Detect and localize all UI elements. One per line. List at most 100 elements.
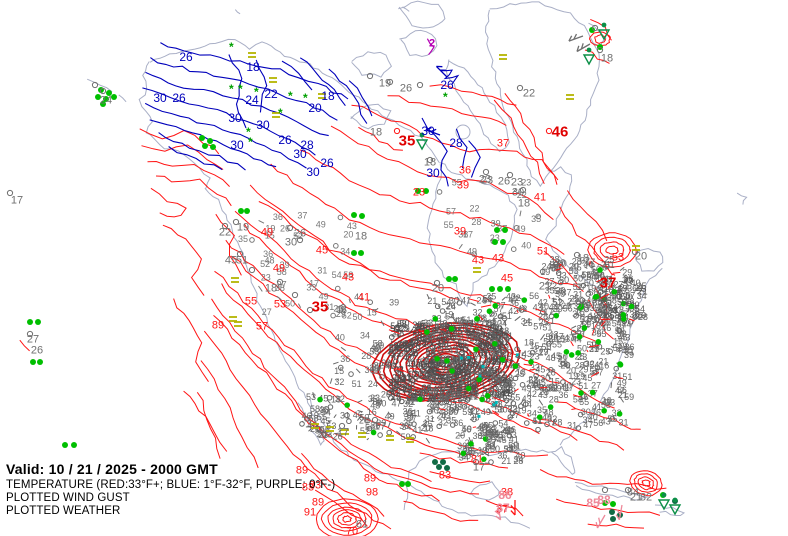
- station-plot-text: 45: [572, 263, 582, 273]
- station-circle: [415, 325, 422, 332]
- station-plot-text: 31: [407, 408, 417, 418]
- rain-dot-icon: [415, 188, 421, 194]
- station-plot-text: 53: [589, 366, 599, 376]
- station-circle: [461, 403, 468, 410]
- station-plot-text: 18: [591, 321, 601, 331]
- station-plot-text: 32: [408, 394, 418, 404]
- station-circle: [394, 324, 400, 331]
- warm-contour: [155, 175, 232, 207]
- station-plot-text: 47: [458, 382, 468, 392]
- station-circle: [532, 382, 539, 388]
- station-circle: [334, 285, 341, 292]
- station-plot-text: 40: [521, 241, 531, 251]
- station-plot-text: 47: [479, 424, 489, 434]
- station-circle: [443, 388, 450, 395]
- station-circle: [426, 408, 433, 415]
- station-plot-text: 59: [460, 353, 470, 363]
- station-plot-text: 31: [467, 370, 477, 380]
- rain-dot-icon: [95, 94, 101, 100]
- rain-dot-icon: [199, 135, 205, 141]
- station-circle: [386, 78, 394, 86]
- rain-dot-icon: [473, 346, 479, 353]
- station-plot-text: 54: [589, 360, 599, 370]
- station-circle: [573, 313, 579, 319]
- station-plot-text: 45: [318, 394, 328, 404]
- station-circle: [632, 314, 638, 320]
- station-circle: [519, 382, 526, 388]
- warm-contour-fragment: [607, 285, 611, 290]
- station-plot-text: 35: [492, 356, 502, 366]
- station-plot-text: 15: [418, 321, 428, 331]
- station-wind-barb: [348, 298, 351, 304]
- station-plot-text: 56: [421, 322, 431, 332]
- station-circle: [496, 391, 502, 397]
- station-plot-text: 49: [549, 262, 559, 272]
- rain-dot-icon: [432, 315, 439, 322]
- snow-icon: *: [246, 125, 251, 139]
- station-plot-text: 42: [517, 304, 527, 314]
- station-plot-text: 29: [579, 365, 589, 375]
- station-plot-text: 51: [428, 373, 438, 383]
- station-plot-text: 36: [457, 441, 467, 451]
- station-wind-barb: [492, 444, 497, 450]
- station-circle: [304, 416, 310, 422]
- station-plot-text: 41: [604, 274, 614, 284]
- cold-contour: [440, 69, 460, 85]
- station-circle: [503, 428, 509, 434]
- station-plot-text: 52: [260, 259, 270, 269]
- shower-dot-icon: [661, 492, 667, 498]
- station-plot-text: 31: [624, 347, 634, 357]
- station-plot-text: 24: [541, 261, 551, 271]
- station-plot-text: 22: [381, 358, 391, 368]
- station-plot-text: 15: [577, 298, 587, 308]
- station-plot-text: 40: [596, 294, 606, 304]
- station-plot-text: 42: [615, 385, 625, 395]
- station-plot-text: 28: [546, 367, 556, 377]
- warm-contour: [358, 126, 403, 151]
- station-circle: [583, 360, 589, 367]
- rain-dot-icon: [351, 250, 357, 256]
- station-circle: [344, 412, 350, 419]
- shower-triangle-icon: [597, 29, 611, 41]
- station-plot-text: 34: [460, 353, 470, 363]
- station-plot-text: 33: [423, 318, 433, 328]
- station-plot-text: 22: [507, 404, 517, 414]
- station-plot-text: 19: [617, 341, 627, 351]
- station-plot-text: 28: [575, 361, 585, 371]
- rain-dot-icon: [610, 501, 616, 507]
- station-plot-text: 56: [529, 291, 539, 301]
- station-plot-text: 36: [365, 365, 375, 375]
- station-plot-text: 58: [601, 400, 611, 410]
- station-plot-text: 50: [461, 451, 471, 461]
- station-plot-text: 23: [445, 354, 455, 364]
- station-plot-text: 58: [496, 373, 506, 383]
- station-circle: [463, 343, 469, 349]
- shower-dot-icon: [586, 47, 592, 53]
- station-plot-text: 43: [533, 303, 543, 313]
- station-plot-text: 45: [535, 365, 545, 375]
- rain-dot-icon: [502, 227, 508, 233]
- station-circle: [523, 420, 530, 426]
- station-plot-text: 41: [461, 296, 471, 306]
- station-plot-text: 43: [522, 394, 532, 404]
- station-plot-text: 55: [510, 392, 520, 402]
- rain-dot-icon: [423, 188, 429, 194]
- station-plot-text: 49: [492, 373, 502, 383]
- station-wind-barb: [396, 430, 401, 435]
- station-plot-text: 33: [459, 318, 469, 328]
- station-plot-text: 51: [542, 322, 552, 332]
- station-plot-text: 53: [326, 421, 336, 431]
- station-wind-barb: [611, 284, 615, 287]
- warm-contour-fragment: [466, 354, 474, 357]
- station-plot-text: 55: [427, 355, 437, 365]
- rain-dot-icon: [111, 94, 117, 100]
- station-circle: [486, 320, 492, 326]
- shower-triangle-icon: [582, 54, 596, 66]
- cold-contour: [468, 140, 481, 178]
- station-plot-text: 25: [523, 318, 533, 328]
- station-plot-text: 16: [602, 395, 612, 405]
- station-plot-text: 55: [469, 449, 479, 459]
- station-plot-text: 23: [403, 384, 413, 394]
- station-plot-text: 17: [554, 331, 564, 341]
- station-plot-text: 36: [625, 342, 635, 352]
